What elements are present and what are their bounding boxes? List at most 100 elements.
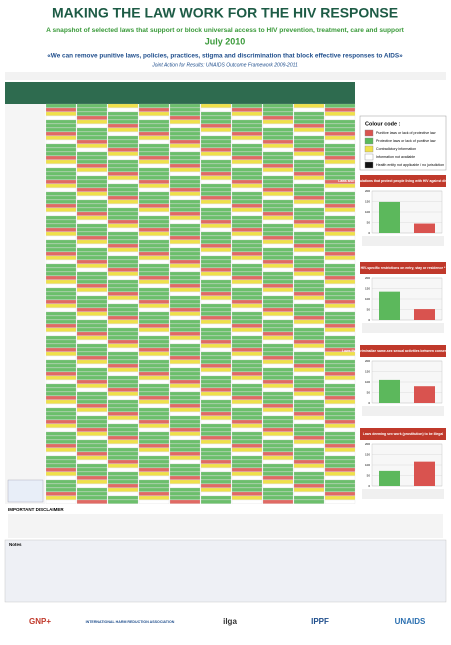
table-cell: [231, 215, 263, 220]
table-cell: [293, 303, 325, 308]
table-cell: [231, 427, 263, 432]
table-cell: [138, 275, 170, 280]
table-cell: [262, 227, 294, 232]
table-cell: [200, 367, 232, 372]
table-cell: [293, 319, 325, 324]
table-cell: [231, 279, 263, 284]
legend-title: Colour code :: [365, 121, 401, 127]
table-cell: [200, 359, 232, 364]
table-cell: [293, 163, 325, 168]
table-cell: [138, 199, 170, 204]
table-cell: [76, 235, 108, 240]
table-cell: [45, 407, 77, 412]
table-cell: [45, 195, 77, 200]
table-cell: [45, 343, 77, 348]
table-cell: [45, 267, 77, 272]
table-cell: [200, 179, 232, 184]
table-cell: [107, 463, 139, 468]
table-cell: [138, 187, 170, 192]
disclaimer-text: [8, 514, 443, 538]
table-cell: [76, 231, 108, 236]
table-cell: [169, 187, 201, 192]
table-cell: [138, 327, 170, 332]
table-cell: [262, 323, 294, 328]
table-cell: [262, 191, 294, 196]
table-cell: [262, 451, 294, 456]
table-cell: [324, 111, 356, 116]
table-cell: [200, 315, 232, 320]
table-cell: [107, 343, 139, 348]
table-cell: [231, 367, 263, 372]
table-cell: [45, 151, 77, 156]
table-cell: [231, 323, 263, 328]
table-cell: [76, 103, 108, 108]
table-cell: [293, 103, 325, 108]
table-cell: [45, 207, 77, 212]
table-cell: [107, 455, 139, 460]
table-cell: [324, 279, 356, 284]
table-cell: [138, 343, 170, 348]
table-cell: [107, 427, 139, 432]
table-cell: [231, 355, 263, 360]
table-cell: [169, 395, 201, 400]
table-cell: [231, 451, 263, 456]
table-cell: [200, 447, 232, 452]
table-cell: [324, 467, 356, 472]
table-cell: [169, 379, 201, 384]
table-cell: [76, 371, 108, 376]
table-cell: [169, 495, 201, 500]
table-cell: [231, 175, 263, 180]
table-cell: [293, 239, 325, 244]
table-cell: [76, 439, 108, 444]
table-cell: [262, 319, 294, 324]
table-cell: [45, 399, 77, 404]
table-cell: [262, 195, 294, 200]
table-cell: [293, 339, 325, 344]
table-cell: [45, 475, 77, 480]
table-cell: [107, 231, 139, 236]
table-cell: [200, 131, 232, 136]
table-cell: [231, 243, 263, 248]
table-cell: [45, 403, 77, 408]
table-cell: [138, 115, 170, 120]
table-cell: [262, 239, 294, 244]
table-cell: [231, 271, 263, 276]
table-cell: [138, 227, 170, 232]
table-cell: [293, 327, 325, 332]
table-cell: [324, 315, 356, 320]
table-cell: [231, 283, 263, 288]
table-cell: [262, 419, 294, 424]
table-cell: [231, 499, 263, 504]
table-cell: [107, 251, 139, 256]
logo: GNP+: [29, 617, 51, 626]
table-cell: [262, 127, 294, 132]
table-cell: [76, 211, 108, 216]
legend-label: Information not available: [376, 155, 415, 159]
table-cell: [293, 207, 325, 212]
table-cell: [76, 147, 108, 152]
table-cell: [138, 267, 170, 272]
table-cell: [76, 111, 108, 116]
legend-swatch: [364, 145, 374, 153]
table-cell: [200, 419, 232, 424]
bar: [379, 201, 400, 233]
table-cell: [262, 343, 294, 348]
table-cell: [231, 287, 263, 292]
table-cell: [76, 115, 108, 120]
table-cell: [169, 307, 201, 312]
table-cell: [293, 123, 325, 128]
table-cell: [45, 287, 77, 292]
table-cell: [169, 211, 201, 216]
table-cell: [262, 415, 294, 420]
table-cell: [324, 451, 356, 456]
table-cell: [231, 379, 263, 384]
subtitle: A snapshot of selected laws that support…: [46, 27, 405, 34]
table-cell: [262, 207, 294, 212]
table-cell: [107, 103, 139, 108]
table-cell: [293, 379, 325, 384]
table-cell: [138, 475, 170, 480]
table-cell: [293, 151, 325, 156]
table-cell: [200, 375, 232, 380]
table-cell: [293, 335, 325, 340]
chart-title: Laws that criminalize same-sex sexual ac…: [342, 349, 451, 353]
